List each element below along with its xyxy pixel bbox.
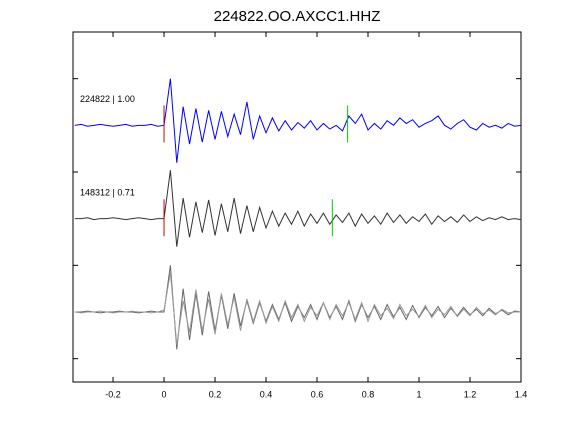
x-tick-label: -0.2 bbox=[105, 389, 121, 399]
chart-title: 224822.OO.AXCC1.HHZ bbox=[214, 8, 381, 25]
x-tick-label: 1.4 bbox=[515, 389, 528, 399]
trace-label: 148312 | 0.71 bbox=[80, 188, 135, 198]
plot-frame bbox=[72, 31, 522, 383]
x-tick-label: 0.4 bbox=[260, 389, 273, 399]
waveform bbox=[74, 265, 522, 350]
trace-label: 224822 | 1.00 bbox=[80, 94, 135, 104]
x-tick-label: 0.6 bbox=[311, 389, 324, 399]
x-tick-label: 0 bbox=[162, 389, 167, 399]
waveform bbox=[74, 78, 522, 163]
waveform bbox=[74, 272, 521, 345]
x-tick-label: 0.2 bbox=[209, 389, 222, 399]
x-tick-label: 1.2 bbox=[464, 389, 477, 399]
waveform bbox=[74, 170, 522, 247]
x-tick-label: 1 bbox=[417, 389, 422, 399]
x-tick-label: 0.8 bbox=[362, 389, 375, 399]
